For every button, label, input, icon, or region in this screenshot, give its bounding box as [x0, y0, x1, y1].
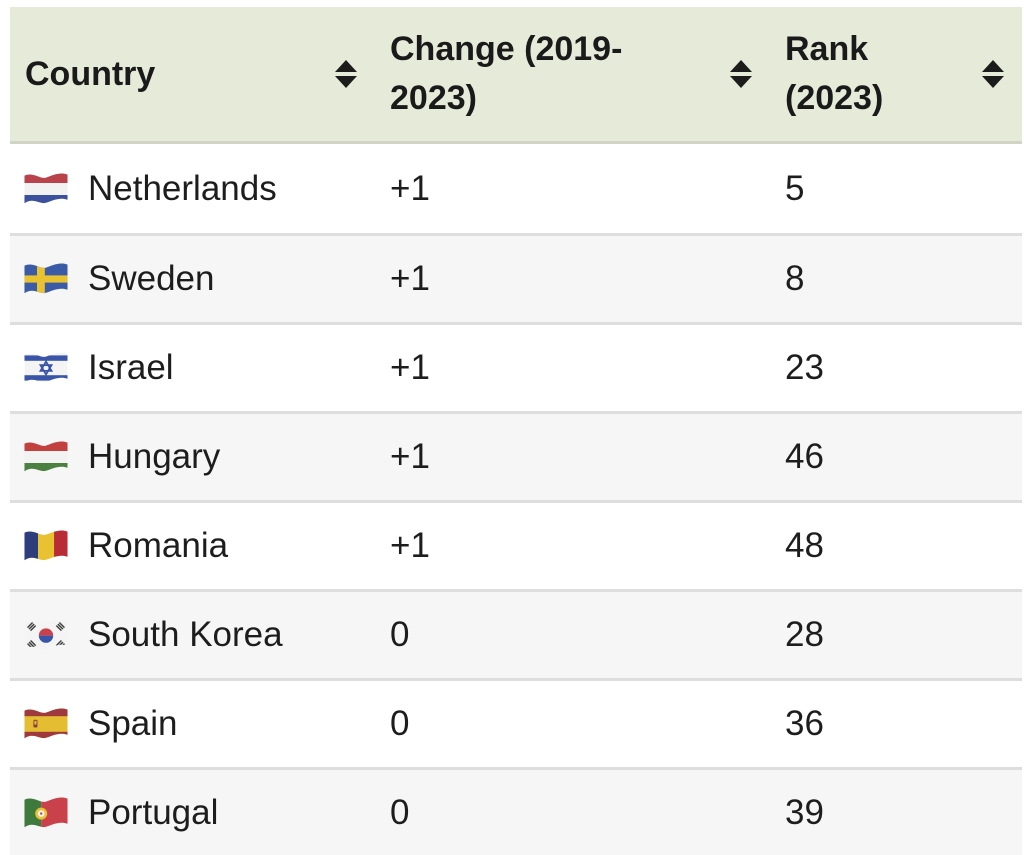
country-name: Hungary	[88, 437, 221, 476]
country-name: Romania	[88, 526, 229, 565]
change-value: 0	[375, 678, 770, 767]
change-value: +1	[375, 144, 770, 233]
column-header-change[interactable]: Change (2019-2023)	[375, 7, 770, 144]
change-value: +1	[375, 322, 770, 411]
rank-value: 23	[770, 322, 1022, 411]
country-name: Sweden	[88, 259, 215, 298]
sort-arrows-icon	[335, 60, 357, 88]
change-value: +1	[375, 411, 770, 500]
table-row: Romania +1 48	[10, 500, 1022, 589]
change-value: +1	[375, 500, 770, 589]
rankings-table: Country Change (2019-2023) Rank (2023)	[10, 7, 1022, 855]
sort-arrows-icon	[982, 60, 1004, 88]
spain-flag-icon	[22, 706, 70, 742]
country-name: Israel	[88, 348, 174, 387]
table-row: Portugal 0 39	[10, 767, 1022, 855]
south-korea-flag-icon	[22, 617, 70, 653]
country-name: Portugal	[88, 793, 219, 832]
country-name: South Korea	[88, 615, 283, 654]
sweden-flag-icon	[22, 261, 70, 297]
israel-flag-icon	[22, 350, 70, 386]
rank-value: 48	[770, 500, 1022, 589]
table-row: Sweden +1 8	[10, 233, 1022, 322]
column-header-label: Country	[25, 54, 156, 93]
change-value: 0	[375, 589, 770, 678]
table-row: Spain 0 36	[10, 678, 1022, 767]
rank-value: 28	[770, 589, 1022, 678]
table-row: Israel +1 23	[10, 322, 1022, 411]
column-header-country[interactable]: Country	[10, 7, 375, 144]
rank-value: 5	[770, 144, 1022, 233]
country-name: Netherlands	[88, 168, 277, 208]
column-header-label: Rank (2023)	[785, 30, 884, 117]
change-value: +1	[375, 233, 770, 322]
rank-value: 39	[770, 767, 1022, 855]
table-row: Hungary +1 46	[10, 411, 1022, 500]
table-row: Netherlands +1 5	[10, 144, 1022, 233]
hungary-flag-icon	[22, 439, 70, 475]
portugal-flag-icon	[22, 795, 70, 831]
country-name: Spain	[88, 704, 178, 743]
sort-arrows-icon	[730, 60, 752, 88]
netherlands-flag-icon	[22, 171, 70, 207]
change-value: 0	[375, 767, 770, 855]
table-row: South Korea 0 28	[10, 589, 1022, 678]
column-header-label: Change (2019-2023)	[390, 30, 623, 117]
rank-value: 36	[770, 678, 1022, 767]
column-header-rank[interactable]: Rank (2023)	[770, 7, 1022, 144]
rank-value: 46	[770, 411, 1022, 500]
rank-value: 8	[770, 233, 1022, 322]
table-header-row: Country Change (2019-2023) Rank (2023)	[10, 7, 1022, 144]
romania-flag-icon	[22, 528, 70, 564]
